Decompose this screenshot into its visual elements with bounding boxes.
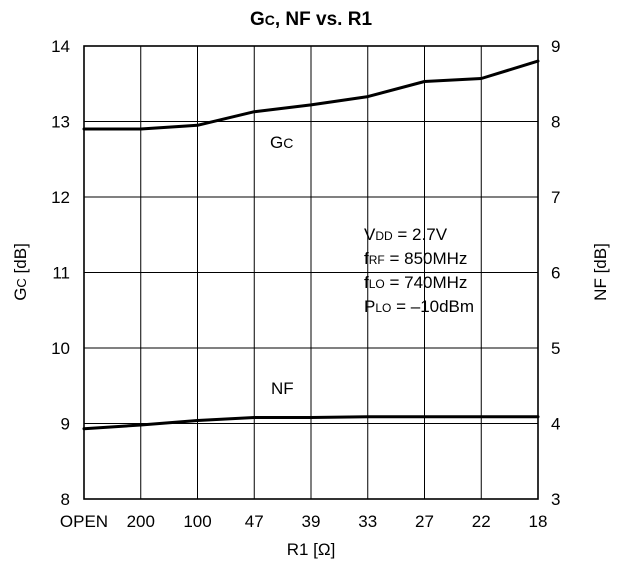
y-right-tick-label: 3	[551, 490, 560, 509]
grid-lines	[84, 46, 538, 499]
y-right-tick-label: 7	[551, 188, 560, 207]
x-axis-label: R1 [Ω]	[287, 540, 336, 559]
condition-line: fRF = 850MHz	[364, 249, 467, 268]
plot-frame	[83, 45, 539, 500]
chart-title: GC, NF vs. R1	[250, 9, 372, 30]
y-right-tick-label: 4	[551, 415, 560, 434]
series-lines	[82, 59, 540, 431]
series-line-gc	[82, 59, 540, 131]
y-right-tick-label: 9	[551, 37, 560, 56]
y-left-tick-label: 10	[51, 339, 70, 358]
x-tick-label: 22	[472, 512, 491, 531]
y-left-tick-label: 14	[51, 37, 70, 56]
y-left-tick-label: 13	[51, 113, 70, 132]
y-left-tick-label: 11	[52, 264, 70, 283]
y-right-tick-label: 5	[551, 339, 560, 358]
y-right-tick-label: 6	[551, 264, 560, 283]
annotations: GC NF VDD = 2.7V fRF = 850MHz fLO = 740MHz PL…	[270, 133, 474, 398]
x-tick-label: 100	[183, 512, 211, 531]
y-left-tick-label: 8	[61, 490, 70, 509]
condition-line: VDD = 2.7V	[364, 225, 448, 244]
series-label-nf: NF	[271, 379, 294, 398]
x-tick-label: 27	[415, 512, 434, 531]
x-tick-label: 47	[245, 512, 264, 531]
series-line-nf	[82, 415, 540, 431]
tick-labels: OPEN 200 100 47 39 33 27 22 18 8 9 10 11 12 13 14 3 4 5 6 7 8…	[51, 37, 560, 531]
x-tick-label: 200	[127, 512, 155, 531]
y-axis-right-label: NF [dB]	[591, 243, 610, 301]
x-tick-label: 39	[302, 512, 321, 531]
condition-line: PLO = –10dBm	[364, 297, 474, 316]
y-left-tick-label: 12	[51, 188, 70, 207]
series-label-gc: GC	[270, 133, 293, 152]
x-tick-label: 33	[358, 512, 377, 531]
x-tick-label: OPEN	[60, 512, 108, 531]
y-axis-left-label: GC [dB]	[11, 243, 30, 301]
x-tick-label: 18	[529, 512, 548, 531]
y-left-tick-label: 9	[61, 415, 70, 434]
condition-line: fLO = 740MHz	[364, 273, 467, 292]
y-right-tick-label: 8	[551, 113, 560, 132]
